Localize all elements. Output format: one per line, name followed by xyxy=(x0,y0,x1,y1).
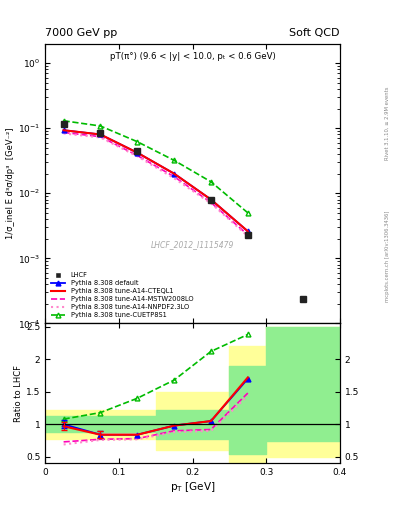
Text: Rivet 3.1.10, ≥ 2.9M events: Rivet 3.1.10, ≥ 2.9M events xyxy=(385,86,390,160)
Text: 7000 GeV pp: 7000 GeV pp xyxy=(45,28,118,38)
Text: pT(π°) (9.6 < |y| < 10.0, pₜ < 0.6 GeV): pT(π°) (9.6 < |y| < 10.0, pₜ < 0.6 GeV) xyxy=(110,52,275,61)
Legend: LHCF, Pythia 8.308 default, Pythia 8.308 tune-A14-CTEQL1, Pythia 8.308 tune-A14-: LHCF, Pythia 8.308 default, Pythia 8.308… xyxy=(48,270,195,320)
Text: Soft QCD: Soft QCD xyxy=(290,28,340,38)
Y-axis label: 1/σ_inel E d³σ/dp³  [GeV⁻²]: 1/σ_inel E d³σ/dp³ [GeV⁻²] xyxy=(6,127,15,239)
Y-axis label: Ratio to LHCF: Ratio to LHCF xyxy=(14,365,23,422)
Text: mcplots.cern.ch [arXiv:1306.3436]: mcplots.cern.ch [arXiv:1306.3436] xyxy=(385,210,390,302)
X-axis label: p$_\mathrm{T}$ [GeV]: p$_\mathrm{T}$ [GeV] xyxy=(170,480,215,494)
Text: LHCF_2012_I1115479: LHCF_2012_I1115479 xyxy=(151,241,234,249)
